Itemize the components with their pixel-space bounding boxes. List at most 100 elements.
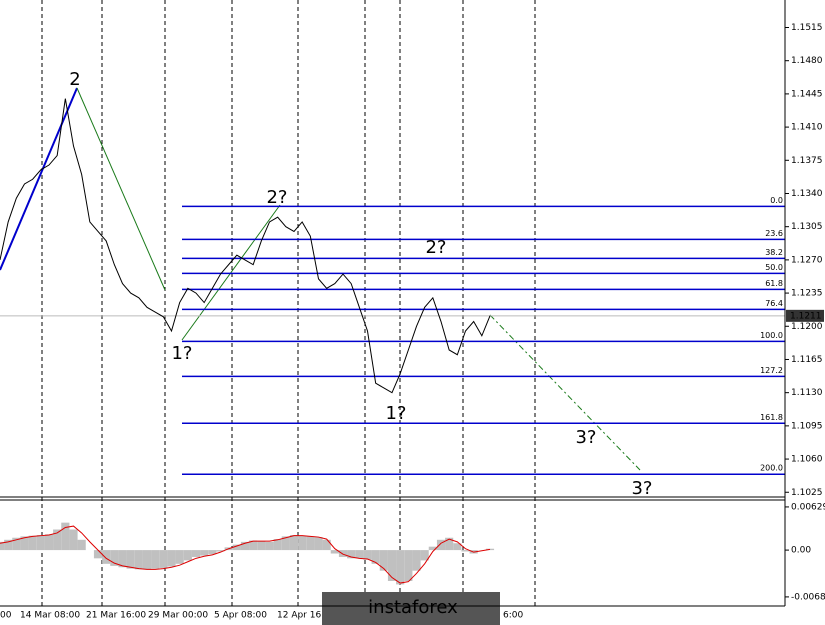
watermark: instaforex <box>368 597 458 618</box>
wave-label: 2? <box>266 187 287 208</box>
histogram-bar <box>461 550 470 552</box>
histogram-bar <box>453 543 462 551</box>
x-tick-label: 12 Apr 16:0 <box>277 611 330 621</box>
y-tick-label: 1.1305 <box>791 222 823 232</box>
y-tick-label: 1.1200 <box>791 322 823 332</box>
fib-label: 50.0 <box>765 263 783 272</box>
histogram-bar <box>436 539 446 551</box>
y-tick-label: 1.1165 <box>791 355 823 365</box>
histogram-bar <box>249 540 258 551</box>
histogram-bar <box>53 529 62 551</box>
histogram-bar <box>330 550 339 554</box>
x-tick-label: 14 Mar 08:00 <box>20 611 80 621</box>
fib-label: 61.8 <box>765 279 783 288</box>
histogram-bar <box>4 539 13 551</box>
watermark-box <box>322 592 500 625</box>
histogram-bar <box>36 535 45 551</box>
price-line <box>0 98 491 394</box>
fib-label: 161.8 <box>760 413 783 422</box>
histogram-bar <box>208 550 217 555</box>
histogram-bar <box>445 537 454 551</box>
histogram-bar <box>322 539 331 551</box>
y-tick-label: 1.1410 <box>791 123 823 133</box>
histogram-bar <box>355 550 364 559</box>
histogram-bar <box>347 550 356 559</box>
x-tick-label: 5 Apr 08:00 <box>214 611 267 621</box>
y-tick-label: 1.1060 <box>791 455 823 465</box>
wave-label: 2 <box>69 69 80 90</box>
y-tick-label: 1.1095 <box>791 421 823 431</box>
fib-label: 127.2 <box>760 366 783 375</box>
histogram-bar <box>20 536 29 551</box>
histogram-bar <box>240 541 250 551</box>
histogram-bar <box>175 550 184 564</box>
histogram-bar <box>151 550 160 569</box>
signal-line <box>0 525 491 584</box>
wave-label: 3? <box>631 478 652 499</box>
histogram-bar <box>77 539 86 551</box>
y-tick-label: 1.1235 <box>791 289 823 299</box>
y-tick-label: 1.1375 <box>791 156 823 166</box>
histogram-bar <box>428 546 437 551</box>
histogram-bar <box>273 539 282 551</box>
histogram-bar <box>363 550 372 560</box>
histogram-bar <box>306 536 315 551</box>
histogram-bar <box>404 550 413 581</box>
histogram-bar <box>110 550 119 566</box>
histogram-bar <box>191 550 201 557</box>
y-tick-label: 1.1270 <box>791 255 823 265</box>
histogram-bar <box>159 550 168 568</box>
histogram-bar <box>61 522 70 551</box>
histogram-bar <box>338 550 348 557</box>
current-price-box <box>786 309 824 322</box>
histogram-bar <box>0 541 5 551</box>
histogram-bar <box>28 535 37 551</box>
histogram-bar <box>216 550 225 552</box>
wave-label: 3? <box>575 427 596 448</box>
wave-label: 1? <box>385 403 406 424</box>
wave-lines <box>0 87 641 471</box>
histogram-bar <box>167 550 176 567</box>
histogram-bar <box>142 550 152 570</box>
fib-label: 100.0 <box>760 331 783 340</box>
histogram-bar <box>134 550 143 570</box>
histogram-bar <box>44 534 54 551</box>
x-tick-label: 00 <box>0 611 12 621</box>
histogram-bar <box>379 550 388 571</box>
fib-label: 200.0 <box>760 464 783 473</box>
histogram-bar <box>387 550 397 581</box>
y-tick-label: 1.1340 <box>791 189 823 199</box>
y-tick-label: 1.1025 <box>791 488 823 498</box>
histogram-bar <box>232 544 241 551</box>
wave-label: 2? <box>425 237 446 258</box>
histogram-bar <box>102 550 111 564</box>
y-tick-label: 1.1480 <box>791 56 823 66</box>
fib-label: 76.4 <box>765 299 783 308</box>
histogram-bar <box>12 537 21 551</box>
y-tick-label: 1.1515 <box>791 23 823 33</box>
y-tick-label: -0.00682 <box>791 592 825 602</box>
histogram-bar <box>396 550 405 585</box>
histogram-bar <box>69 529 78 551</box>
x-tick-label: 29 Mar 00:00 <box>148 611 208 621</box>
plot: 1.1515 1.1480 1.1445 1.1410 1.1375 1.1340 1.13… <box>0 23 825 625</box>
histogram-bar <box>183 550 192 561</box>
current-price-label: 1.1211 <box>790 311 822 321</box>
histogram-bar <box>257 541 266 551</box>
fib-label: 38.2 <box>765 248 783 257</box>
fib-label: 0.0 <box>770 196 783 205</box>
y-tick-label: 1.1130 <box>791 388 823 398</box>
histogram-bar <box>420 550 429 561</box>
histogram-bar <box>314 537 323 551</box>
histogram-bar <box>118 550 127 568</box>
histogram-bar <box>289 535 299 551</box>
fib-label: 23.6 <box>765 229 783 238</box>
x-tick-label: 6:00 <box>503 611 523 621</box>
x-tick-label: 21 Mar 16:00 <box>86 611 146 621</box>
wave-label: 1? <box>171 343 192 364</box>
histogram-bar <box>126 550 135 569</box>
histogram-bar <box>298 535 307 551</box>
